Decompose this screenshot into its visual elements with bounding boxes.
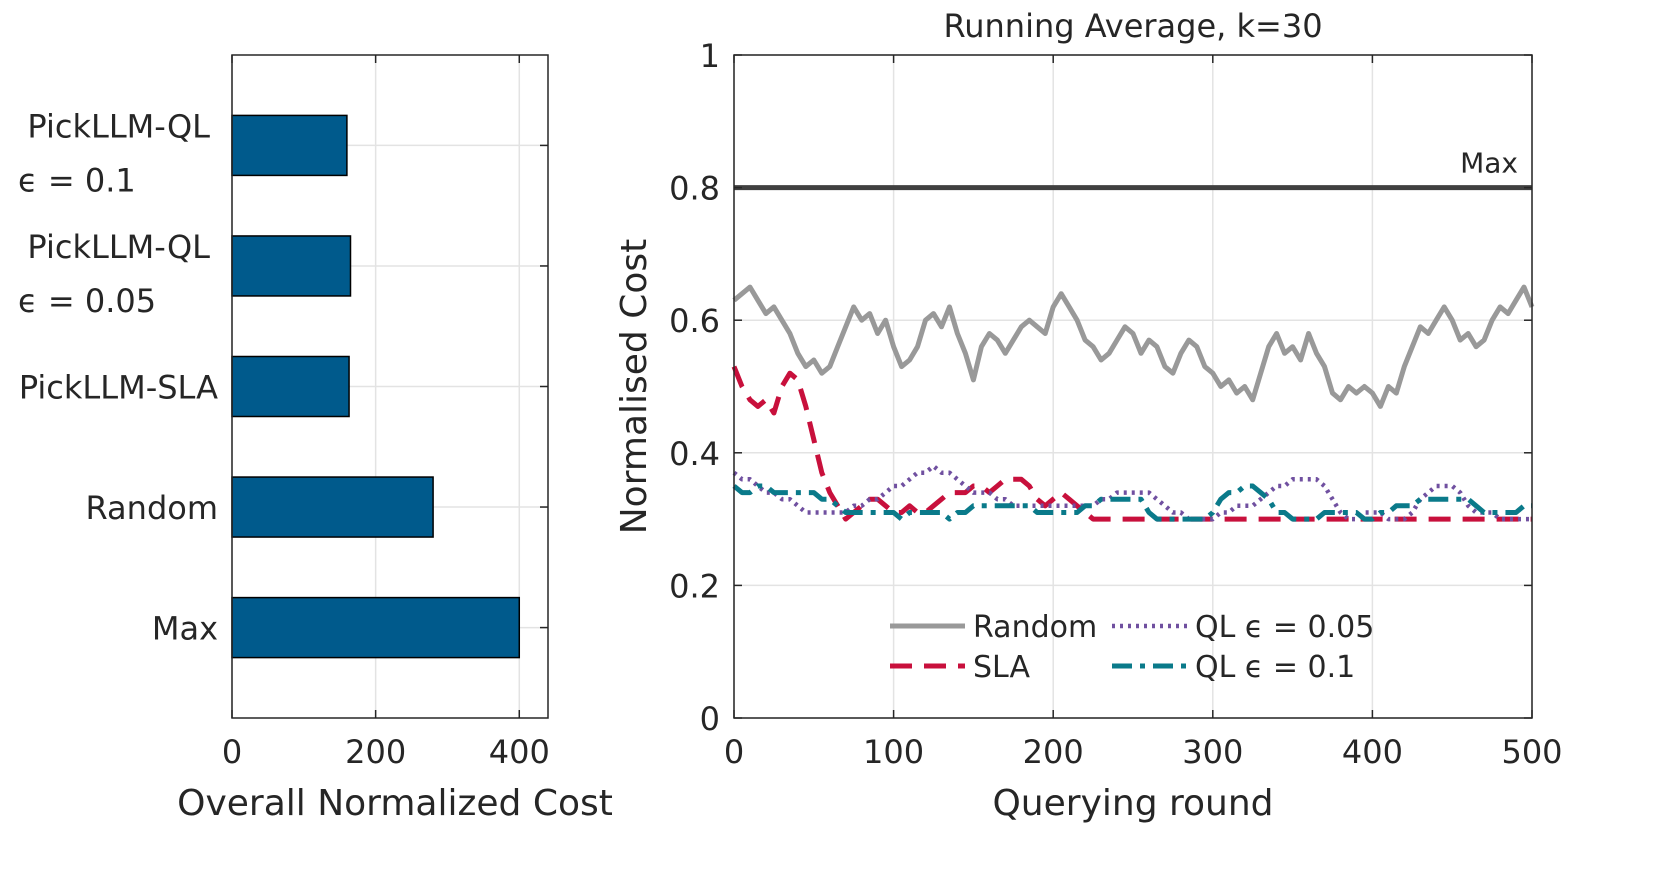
chart-title: Running Average, k=30 (943, 7, 1322, 45)
bar (231, 476, 434, 538)
series-line-sla (731, 365, 1532, 522)
bar (231, 235, 352, 297)
y-tick-label: 0.4 (669, 435, 720, 473)
series-line-ql-0-05 (732, 463, 1532, 522)
category-label: PickLLM-SLA (19, 369, 218, 407)
y-tick-label: 0.2 (669, 567, 720, 605)
y-tick-label: 0 (700, 700, 720, 738)
y-axis-label: Normalised Cost (614, 239, 655, 535)
x-tick-label: 0 (724, 733, 744, 771)
x-tick-label: 400 (489, 733, 550, 771)
y-tick-label: 1 (700, 37, 720, 75)
series-line-ql-0-1 (732, 483, 1532, 522)
right-line-chart: Max 0 100 200 300 400 500 0 0.2 0.4 0.6 0.8 1 Running… (614, 7, 1563, 824)
x-tick-label: 0 (222, 733, 242, 771)
max-reference-label: Max (1460, 147, 1518, 180)
category-label: Max (152, 610, 218, 648)
bar (231, 596, 521, 659)
legend: Random QL ϵ = 0.05 SLA QL ϵ = 0.1 (890, 610, 1374, 685)
x-tick-label: 300 (1182, 733, 1243, 771)
bar (231, 355, 350, 418)
x-tick-label: 200 (345, 733, 406, 771)
y-tick-label: 0.6 (669, 302, 720, 340)
category-label: Random (86, 489, 218, 527)
legend-label: Random (973, 610, 1097, 645)
x-tick-label: 500 (1501, 733, 1562, 771)
x-tick-label: 200 (1023, 733, 1084, 771)
category-label: ϵ = 0.05 (18, 282, 156, 320)
legend-label: QL ϵ = 0.05 (1195, 610, 1374, 645)
category-label: ϵ = 0.1 (18, 161, 136, 199)
bar (231, 114, 348, 177)
category-label: PickLLM-QL (27, 228, 210, 266)
legend-label: SLA (973, 650, 1030, 685)
x-tick-label: 400 (1342, 733, 1403, 771)
x-tick-label: 100 (863, 733, 924, 771)
plot-frame (733, 54, 1533, 719)
left-bar-chart: 0 200 400 PickLLM-QL ϵ = 0.1 PickLLM-QL ϵ = 0.… (18, 54, 613, 824)
x-axis-label: Querying round (992, 783, 1273, 824)
category-label: PickLLM-QL (27, 107, 210, 145)
y-tick-label: 0.8 (669, 170, 720, 208)
x-axis-label: Overall Normalized Cost (177, 783, 613, 824)
legend-label: QL ϵ = 0.1 (1195, 650, 1355, 685)
series-line-random (732, 284, 1535, 409)
